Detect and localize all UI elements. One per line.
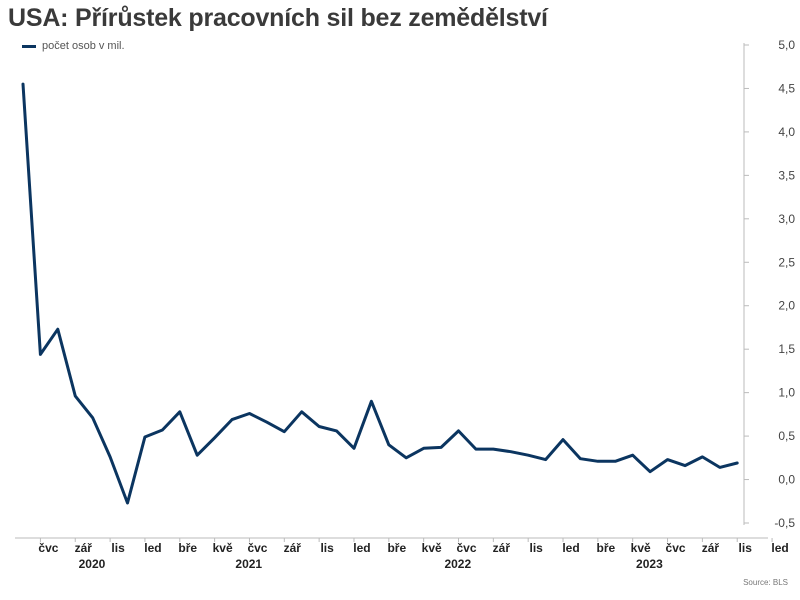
x-tick-label: led <box>144 541 161 555</box>
y-tick-label: 1,0 <box>778 386 795 400</box>
y-tick-label: 5,0 <box>778 38 795 52</box>
x-tick-label: led <box>353 541 370 555</box>
y-tick-label: 3,0 <box>778 212 795 226</box>
x-tick-label: bře <box>387 541 406 555</box>
y-tick-label: 3,5 <box>778 168 795 182</box>
chart-title: USA: Přírůstek pracovních sil bez zemědě… <box>8 4 548 32</box>
x-tick-label: zář <box>702 541 720 555</box>
x-tick-label: led <box>562 541 579 555</box>
y-tick-label: 0,0 <box>778 473 795 487</box>
y-tick-label: 2,0 <box>778 299 795 313</box>
x-tick-label: čvc <box>456 541 476 555</box>
year-label: 2020 <box>79 557 106 571</box>
source-note: Source: BLS <box>743 578 788 587</box>
series-line <box>21 82 739 505</box>
x-tick-label: bře <box>597 541 616 555</box>
x-tick-label: led <box>771 541 788 555</box>
x-axis: čvc zář lis led bře kvě čvc zář lis led bře kvě čvc z… <box>15 537 789 571</box>
x-tick-label: zář <box>75 541 93 555</box>
x-tick-label: čvc <box>247 541 267 555</box>
y-tick-label: 2,5 <box>778 255 795 269</box>
legend-swatch <box>22 44 36 48</box>
legend: počet osob v mil. <box>22 40 125 52</box>
x-tick-label: čvc <box>38 541 58 555</box>
x-tick-label: zář <box>284 541 302 555</box>
y-tick-label: 0,5 <box>778 429 795 443</box>
year-label: 2023 <box>636 557 663 571</box>
x-tick-label: kvě <box>631 541 651 555</box>
x-tick-label: zář <box>493 541 511 555</box>
x-tick-label: kvě <box>213 541 233 555</box>
legend-label: počet osob v mil. <box>42 40 125 52</box>
x-tick-label: bře <box>178 541 197 555</box>
y-tick-label: -0,5 <box>774 516 795 530</box>
y-tick-label: 4,0 <box>778 125 795 139</box>
y-tick-label: 1,5 <box>778 342 795 356</box>
x-tick-label: lis <box>111 541 125 555</box>
x-tick-label: čvc <box>666 541 686 555</box>
y-tick-label: 4,5 <box>778 81 795 95</box>
y-axis: -0,5 0,0 0,5 1,0 1,5 2,0 2,5 3,0 3,5 4,0 4,5 5,0 <box>743 38 795 530</box>
x-tick-label: lis <box>320 541 334 555</box>
x-tick-label: lis <box>530 541 544 555</box>
x-tick-label: lis <box>739 541 753 555</box>
year-label: 2022 <box>444 557 471 571</box>
x-tick-label: kvě <box>422 541 442 555</box>
year-label: 2021 <box>235 557 262 571</box>
plot-area <box>21 82 739 505</box>
